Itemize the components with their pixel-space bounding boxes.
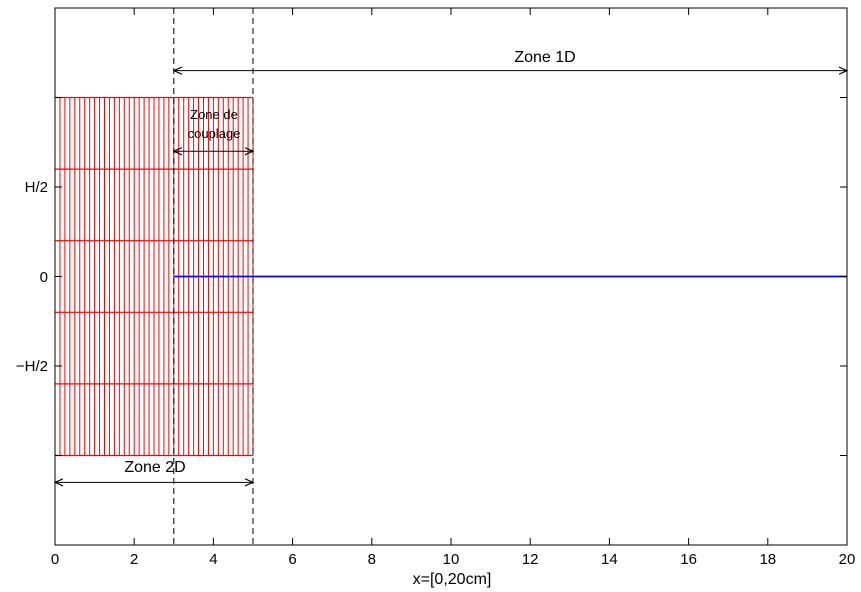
x-axis-label: x=[0,20cm]	[413, 571, 492, 588]
x-tick-label: 2	[130, 551, 138, 568]
x-tick-label: 14	[601, 551, 618, 568]
x-tick-label: 6	[288, 551, 296, 568]
x-tick-label: 0	[51, 551, 59, 568]
zone-2d-label: Zone 2D	[124, 459, 185, 476]
y-tick-label-zero: 0	[40, 269, 48, 286]
y-axis-ticks	[55, 7, 847, 546]
zone-coupling-label-line1: Zone de	[190, 107, 238, 122]
x-tick-label: 20	[839, 551, 856, 568]
zone-arrows	[55, 71, 847, 483]
y-tick-label-h2: H/2	[25, 179, 48, 196]
x-tick-label: 18	[759, 551, 776, 568]
x-tick-label: 4	[209, 551, 217, 568]
x-axis-ticks: 0 2 4 6 8 10 12 14 16 18 20	[51, 8, 856, 568]
zone-coupling-label-line2: couplage	[188, 126, 241, 141]
zone-1d-label: Zone 1D	[514, 49, 575, 66]
x-tick-label: 10	[443, 551, 460, 568]
x-tick-label: 16	[680, 551, 697, 568]
x-tick-label: 12	[522, 551, 539, 568]
x-tick-label: 8	[368, 551, 376, 568]
y-tick-label-minus-h2: −H/2	[16, 358, 48, 375]
